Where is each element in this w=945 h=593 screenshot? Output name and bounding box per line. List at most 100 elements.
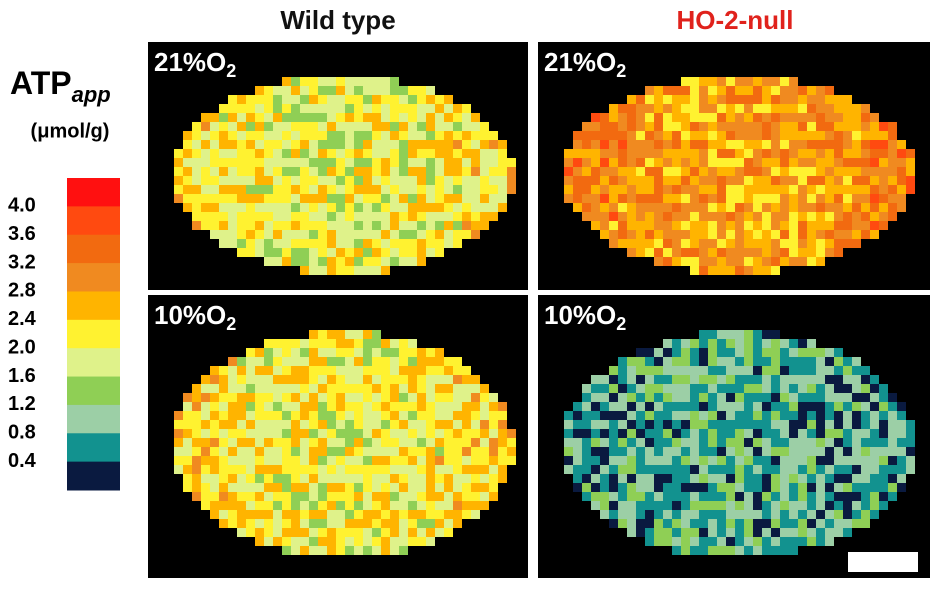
heatmap-cell (399, 393, 408, 402)
heatmap-cell (753, 483, 762, 492)
heatmap-cell (708, 131, 717, 140)
heatmap-cell (654, 239, 663, 248)
heatmap-cell (246, 95, 255, 104)
heatmap-cell (462, 483, 471, 492)
heatmap-cell (246, 122, 255, 131)
heatmap-cell (600, 420, 609, 429)
heatmap-cell (708, 330, 717, 339)
heatmap-cell (690, 501, 699, 510)
heatmap (174, 330, 516, 555)
heatmap-cell (246, 357, 255, 366)
heatmap-cell (471, 149, 480, 158)
heatmap-cell (717, 266, 726, 275)
heatmap-cell (237, 221, 246, 230)
heatmap-cell (237, 393, 246, 402)
heatmap-cell (264, 519, 273, 528)
heatmap-cell (408, 393, 417, 402)
heatmap-cell (726, 230, 735, 239)
heatmap-cell (699, 113, 708, 122)
heatmap-cell (717, 438, 726, 447)
heatmap-cell (408, 131, 417, 140)
heatmap-cell (291, 104, 300, 113)
heatmap-cell (300, 456, 309, 465)
heatmap-cell (762, 266, 771, 275)
heatmap-cell (345, 212, 354, 221)
heatmap-cell (372, 483, 381, 492)
heatmap-cell (861, 384, 870, 393)
heatmap-cell (699, 402, 708, 411)
heatmap-cell (888, 411, 897, 420)
heatmap-cell (336, 474, 345, 483)
heatmap-cell (663, 230, 672, 239)
heatmap-cell (372, 447, 381, 456)
heatmap-cell (309, 104, 318, 113)
heatmap-cell (471, 510, 480, 519)
heatmap-cell (264, 203, 273, 212)
heatmap-cell (744, 348, 753, 357)
heatmap-cell (852, 212, 861, 221)
heatmap-cell (390, 402, 399, 411)
heatmap-cell (699, 357, 708, 366)
heatmap-cell (300, 474, 309, 483)
heatmap-cell (825, 366, 834, 375)
heatmap-cell (237, 357, 246, 366)
heatmap-cell (300, 438, 309, 447)
heatmap-cell (672, 546, 681, 555)
heatmap-cell (399, 167, 408, 176)
heatmap-cell (264, 149, 273, 158)
heatmap-cell (354, 212, 363, 221)
heatmap-cell (255, 447, 264, 456)
heatmap-cell (228, 203, 237, 212)
heatmap-cell (336, 176, 345, 185)
heatmap-cell (444, 131, 453, 140)
heatmap-cell (717, 257, 726, 266)
heatmap-cell (426, 357, 435, 366)
heatmap-cell (726, 212, 735, 221)
heatmap-cell (699, 239, 708, 248)
heatmap-cell (336, 375, 345, 384)
heatmap-cell (192, 212, 201, 221)
heatmap-cell (399, 239, 408, 248)
heatmap-cell (582, 149, 591, 158)
heatmap-cell (399, 113, 408, 122)
heatmap-cell (762, 167, 771, 176)
heatmap-cell (426, 194, 435, 203)
heatmap-cell (300, 348, 309, 357)
heatmap-cell (417, 348, 426, 357)
heatmap-cell (408, 212, 417, 221)
heatmap-cell (453, 122, 462, 131)
heatmap-cell (654, 537, 663, 546)
heatmap-cell (753, 194, 762, 203)
heatmap-cell (645, 104, 654, 113)
heatmap-cell (798, 348, 807, 357)
heatmap-cell (282, 402, 291, 411)
panel-label: 10%O2 (544, 300, 626, 334)
heatmap-cell (282, 420, 291, 429)
heatmap-cell (618, 131, 627, 140)
heatmap-cell (681, 194, 690, 203)
heatmap-cell (771, 140, 780, 149)
heatmap-cell (699, 366, 708, 375)
heatmap-cell (762, 239, 771, 248)
heatmap-cell (453, 420, 462, 429)
heatmap-cell (852, 104, 861, 113)
heatmap-cell (762, 429, 771, 438)
heatmap-cell (681, 537, 690, 546)
heatmap-cell (735, 429, 744, 438)
heatmap-cell (798, 393, 807, 402)
heatmap-cell (228, 483, 237, 492)
heatmap-cell (336, 411, 345, 420)
heatmap-cell (237, 194, 246, 203)
heatmap-cell (672, 257, 681, 266)
heatmap-cell (183, 149, 192, 158)
heatmap-cell (390, 167, 399, 176)
heatmap-cell (717, 483, 726, 492)
heatmap-cell (897, 149, 906, 158)
heatmap-cell (654, 167, 663, 176)
heatmap-cell (210, 474, 219, 483)
heatmap-cell (309, 86, 318, 95)
heatmap-cell (309, 113, 318, 122)
heatmap-cell (372, 492, 381, 501)
heatmap-cell (708, 447, 717, 456)
heatmap-cell (300, 176, 309, 185)
